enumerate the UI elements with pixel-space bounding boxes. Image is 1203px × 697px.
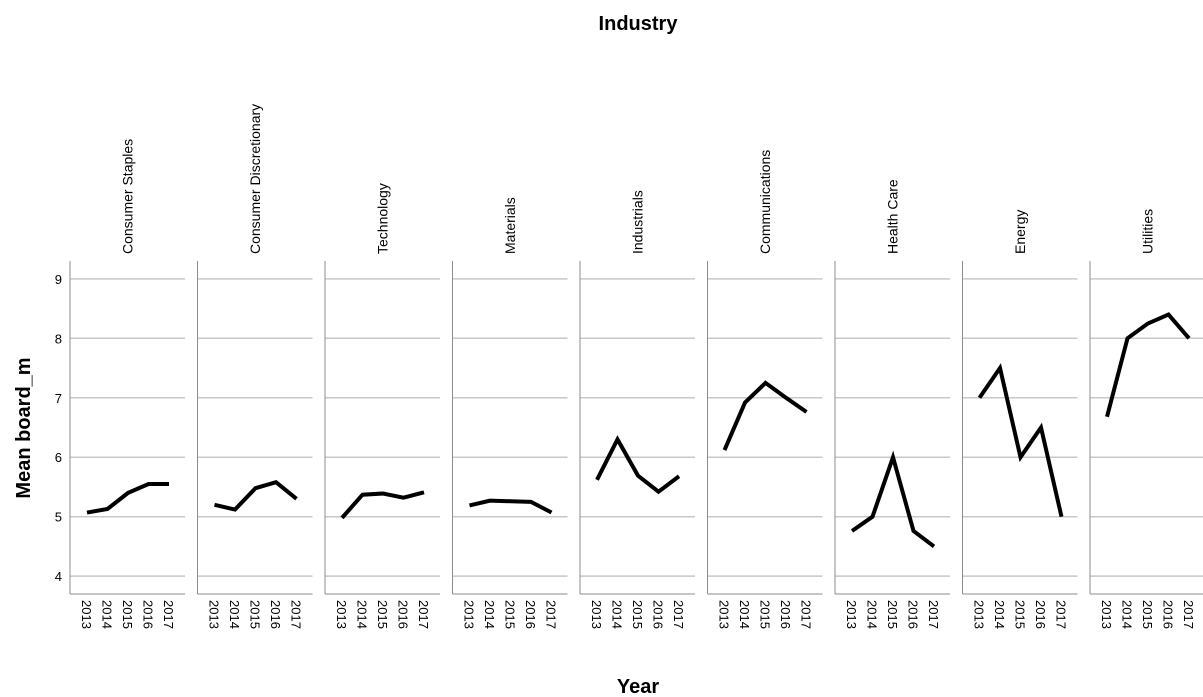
series-line bbox=[977, 363, 1064, 518]
x-tick-label: 2014 bbox=[610, 600, 625, 629]
x-tick-label: 2016 bbox=[1161, 600, 1176, 629]
facet-panel: Energy 2013 2014 2015 2016 2017 bbox=[962, 210, 1078, 629]
x-tick-label: 2016 bbox=[141, 600, 156, 629]
chart-title: Industry bbox=[599, 13, 679, 35]
x-tick-label: 2017 bbox=[416, 600, 431, 629]
facet-label: Utilities bbox=[1140, 209, 1156, 254]
series-line bbox=[1105, 312, 1191, 418]
facet-panel: Technology 2013 2014 2015 2016 2017 bbox=[324, 183, 440, 629]
x-tick-label: 2013 bbox=[79, 600, 94, 629]
series-line bbox=[722, 380, 808, 451]
x-tick-label: 2013 bbox=[462, 600, 477, 629]
x-tick-label: 2016 bbox=[906, 600, 921, 629]
x-tick-label: 2015 bbox=[248, 600, 263, 629]
x-tick-label: 2013 bbox=[844, 600, 859, 629]
facet-panel: Industrials 2013 2014 2015 2016 2017 bbox=[579, 190, 695, 629]
facet-label: Technology bbox=[375, 183, 391, 254]
facet-label: Health Care bbox=[885, 179, 901, 254]
x-tick-label: 2014 bbox=[355, 600, 370, 629]
x-tick-label: 2015 bbox=[120, 600, 135, 629]
facet-label: Communications bbox=[757, 150, 773, 254]
x-tick-label: 2015 bbox=[375, 600, 390, 629]
facet-panel: Health Care 2013 2014 2015 2016 2017 bbox=[834, 179, 950, 629]
x-tick-label: 2016 bbox=[396, 600, 411, 629]
x-tick-label: 2013 bbox=[972, 600, 987, 629]
y-axis-ticks: 4 5 6 7 8 9 bbox=[55, 272, 62, 584]
facet-label: Consumer Staples bbox=[120, 139, 136, 254]
facet-label: Materials bbox=[502, 197, 518, 254]
x-tick-label: 2014 bbox=[1120, 600, 1135, 629]
y-tick-label: 6 bbox=[55, 450, 62, 465]
x-tick-label: 2014 bbox=[227, 600, 242, 629]
x-tick-label: 2015 bbox=[885, 600, 900, 629]
facet-label: Energy bbox=[1012, 210, 1028, 254]
x-tick-label: 2016 bbox=[778, 600, 793, 629]
y-tick-label: 5 bbox=[55, 510, 62, 525]
x-axis-title: Year bbox=[617, 676, 659, 697]
x-tick-label: 2016 bbox=[268, 600, 283, 629]
facet-panel: Utilities 2013 2014 2015 2016 2017 bbox=[1089, 209, 1203, 629]
series-line bbox=[595, 435, 681, 495]
x-tick-label: 2017 bbox=[926, 600, 941, 629]
series-line bbox=[214, 479, 298, 512]
x-tick-label: 2015 bbox=[1013, 600, 1028, 629]
x-tick-label: 2015 bbox=[758, 600, 773, 629]
x-tick-label: 2017 bbox=[289, 600, 304, 629]
y-tick-label: 9 bbox=[55, 272, 62, 287]
x-tick-label: 2017 bbox=[799, 600, 814, 629]
x-tick-label: 2015 bbox=[630, 600, 645, 629]
x-tick-label: 2014 bbox=[100, 600, 115, 629]
y-tick-label: 7 bbox=[55, 391, 62, 406]
series-line bbox=[340, 490, 425, 520]
facet-panel: Communications 2013 2014 2015 2016 2017 bbox=[707, 150, 823, 629]
x-tick-label: 2014 bbox=[482, 600, 497, 629]
facet-panel: Consumer Discretionary 2013 2014 2015 2016 20… bbox=[197, 104, 313, 629]
x-tick-label: 2015 bbox=[1140, 600, 1155, 629]
y-tick-label: 8 bbox=[55, 331, 62, 346]
x-tick-label: 2017 bbox=[671, 600, 686, 629]
x-tick-label: 2017 bbox=[1054, 600, 1069, 629]
series-line bbox=[850, 450, 936, 549]
facet-label: Consumer Discretionary bbox=[247, 104, 263, 254]
x-tick-label: 2013 bbox=[1099, 600, 1114, 629]
x-tick-label: 2014 bbox=[737, 600, 752, 629]
y-axis-title: Mean board_m bbox=[13, 357, 35, 498]
series-line bbox=[469, 498, 553, 515]
x-tick-label: 2016 bbox=[651, 600, 666, 629]
x-tick-label: 2016 bbox=[1033, 600, 1048, 629]
facet-label: Industrials bbox=[630, 190, 646, 254]
x-tick-label: 2013 bbox=[589, 600, 604, 629]
x-tick-label: 2013 bbox=[334, 600, 349, 629]
x-tick-label: 2014 bbox=[865, 600, 880, 629]
facet-panel: Consumer Staples 2013 2014 2015 2016 2017 bbox=[69, 139, 185, 629]
x-tick-label: 2016 bbox=[523, 600, 538, 629]
x-tick-label: 2017 bbox=[1181, 600, 1196, 629]
series-line bbox=[86, 481, 169, 515]
x-tick-label: 2014 bbox=[992, 600, 1007, 629]
x-tick-label: 2013 bbox=[717, 600, 732, 629]
x-tick-label: 2017 bbox=[544, 600, 559, 629]
x-tick-label: 2013 bbox=[207, 600, 222, 629]
x-tick-label: 2015 bbox=[503, 600, 518, 629]
facet-panel: Materials 2013 2014 2015 2016 2017 bbox=[452, 197, 568, 629]
y-tick-label: 4 bbox=[55, 569, 62, 584]
x-tick-label: 2017 bbox=[161, 600, 176, 629]
